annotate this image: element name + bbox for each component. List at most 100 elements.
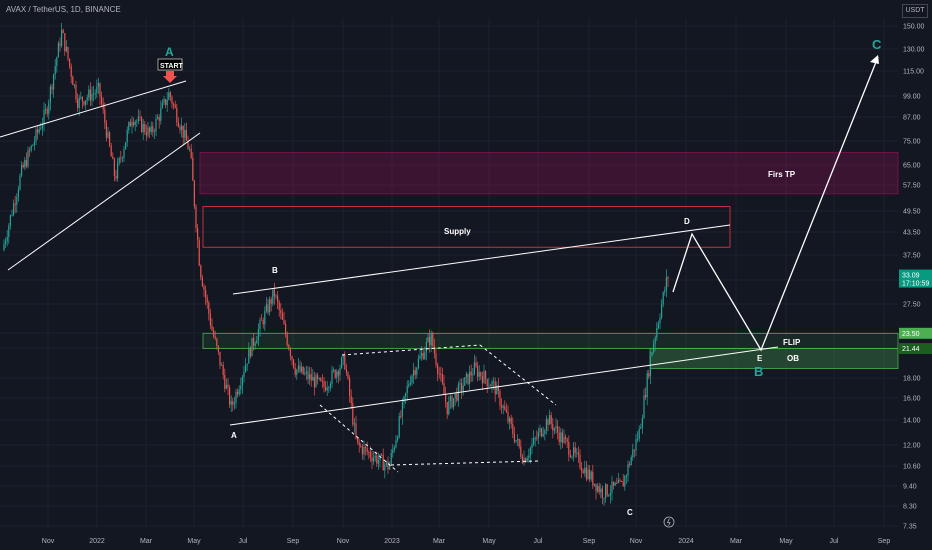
candle-body [289, 349, 291, 357]
candle-body [433, 345, 435, 354]
candle-body [593, 483, 595, 486]
wedge-dashed-left [319, 404, 399, 473]
candle-body [155, 118, 157, 132]
channel-top-line [0, 80, 187, 138]
y-tick-label: 37.50 [903, 253, 921, 260]
candle-body [643, 395, 645, 419]
candle-body [251, 337, 253, 357]
candle-body [166, 99, 168, 106]
candle-body [129, 122, 131, 127]
candle-body [121, 157, 123, 159]
candle-body [329, 383, 331, 388]
candle-body [200, 265, 202, 278]
candle-body [645, 395, 647, 398]
candle-body [233, 403, 235, 405]
candle-body [8, 225, 10, 238]
candle-body [560, 432, 562, 442]
candle-body [557, 426, 559, 433]
candle-body [206, 297, 208, 303]
last-price-label: 33.09 [902, 273, 920, 280]
candle-body [312, 376, 314, 381]
candle-body [131, 122, 133, 127]
x-tick-label: Mar [433, 538, 446, 545]
candle-body [552, 423, 554, 431]
candle-body [605, 484, 607, 499]
candle-body [393, 447, 395, 450]
candle-body [254, 343, 256, 346]
candle-body [110, 145, 112, 157]
candle-body [173, 104, 175, 105]
y-tick-label: 27.50 [903, 302, 921, 309]
lightning-icon [663, 516, 675, 528]
projection-arrow-head [870, 55, 879, 64]
wave-label-c-big: C [872, 37, 882, 52]
candle-body [94, 93, 96, 95]
candle-body [592, 471, 594, 486]
candle-body [456, 393, 458, 401]
candle-body [352, 403, 354, 425]
candle-body [181, 125, 183, 130]
candle-body [600, 488, 602, 493]
wedge-dashed-bottom [390, 460, 539, 466]
candle-body [293, 359, 295, 368]
candle-body [261, 319, 263, 321]
price-tag-1: 21.44 [902, 346, 920, 353]
candle-body [182, 125, 184, 138]
candle-body [577, 452, 579, 455]
candle-body [504, 406, 506, 410]
candle-body [510, 418, 512, 425]
candle-body [491, 381, 493, 387]
candle-body [622, 481, 624, 487]
candle-body [137, 116, 139, 122]
candle-body [243, 372, 245, 377]
candle-body [345, 369, 347, 373]
candle-body [381, 454, 383, 456]
candle-body [117, 162, 119, 179]
candle-body [9, 215, 11, 226]
candle-body [435, 353, 437, 365]
candle-body [659, 317, 661, 324]
candle-body [5, 241, 7, 244]
candle-body [637, 438, 639, 440]
candle-body [334, 370, 336, 378]
symbol-title: AVAX / TetherUS, 1D, BINANCE [6, 5, 121, 14]
currency-label[interactable]: USDT [902, 4, 928, 18]
candle-body [81, 96, 83, 102]
candle-body [589, 469, 591, 480]
candle-body [526, 458, 528, 463]
candle-body [104, 109, 106, 123]
candle-body [374, 455, 376, 458]
candle-body [96, 86, 98, 94]
candle-body [267, 304, 269, 313]
candle-body [14, 203, 16, 205]
candle-body [160, 108, 162, 121]
y-tick-label: 115.00 [903, 69, 924, 76]
candle-body [67, 46, 69, 59]
candle-body [320, 378, 322, 381]
y-tick-label: 130.00 [903, 47, 925, 54]
candle-body [153, 131, 155, 133]
candle-body [297, 365, 299, 370]
candle-body [286, 334, 288, 346]
price-axis[interactable] [898, 0, 932, 530]
x-axis: Nov 2022 Mar May Jul Sep Nov 2023 Mar May Jul Sep No… [42, 538, 891, 545]
x-tick-label: Jul [534, 538, 543, 545]
candle-body [661, 304, 663, 318]
candle-body [150, 126, 152, 133]
candle-body [325, 386, 327, 391]
candle-body [569, 455, 571, 458]
candle-body [101, 96, 103, 104]
candle-body [521, 456, 523, 464]
candle-body [408, 384, 410, 387]
candle-body [395, 440, 397, 448]
candle-body [361, 446, 363, 455]
candle-body [125, 142, 127, 150]
candle-body [296, 369, 298, 375]
candle-body [54, 66, 56, 75]
candle-body [369, 452, 371, 458]
candle-body [360, 445, 362, 447]
candle-body [259, 319, 261, 330]
candle-body [523, 458, 525, 464]
candle-body [347, 372, 349, 379]
